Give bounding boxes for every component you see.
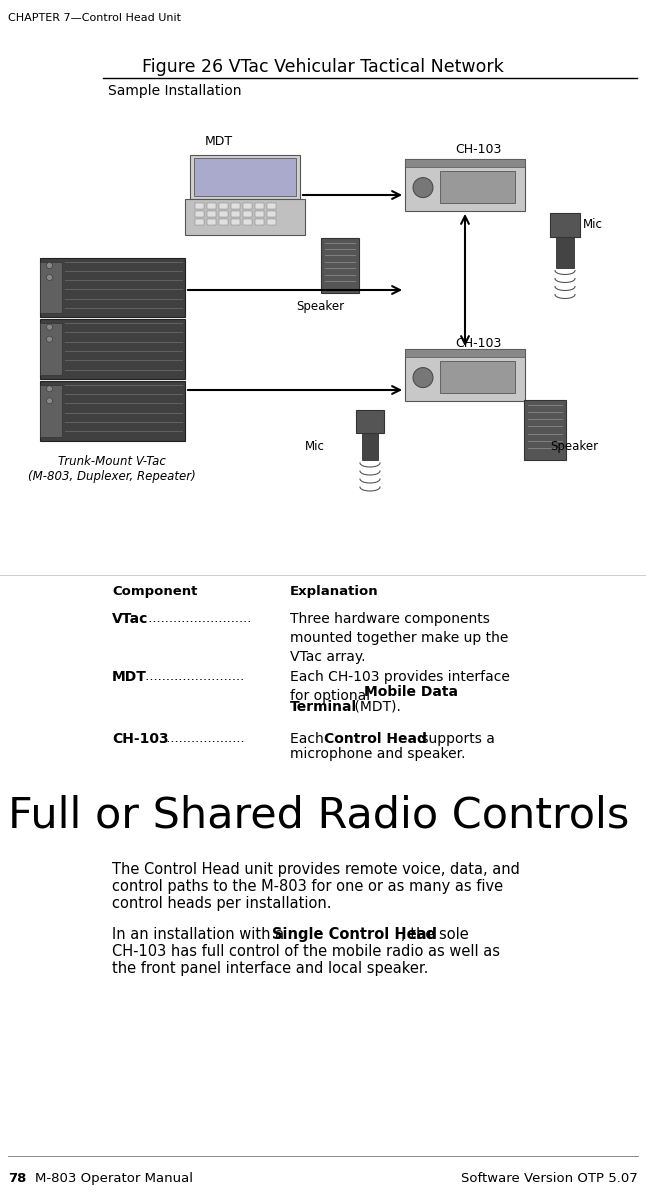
- Polygon shape: [440, 171, 515, 203]
- Polygon shape: [231, 210, 240, 216]
- Text: (M-803, Duplexer, Repeater): (M-803, Duplexer, Repeater): [28, 470, 196, 483]
- Text: the front panel interface and local speaker.: the front panel interface and local spea…: [112, 962, 428, 976]
- Circle shape: [47, 336, 52, 342]
- Text: Mobile Data: Mobile Data: [364, 685, 458, 698]
- Text: Control Head: Control Head: [324, 732, 427, 746]
- Polygon shape: [207, 210, 216, 216]
- Text: 78: 78: [8, 1172, 26, 1185]
- Polygon shape: [219, 210, 228, 216]
- Text: CHAPTER 7—Control Head Unit: CHAPTER 7—Control Head Unit: [8, 13, 181, 23]
- Circle shape: [413, 177, 433, 197]
- Text: Trunk-Mount V-Tac: Trunk-Mount V-Tac: [58, 454, 166, 468]
- Polygon shape: [243, 203, 252, 209]
- Polygon shape: [231, 219, 240, 225]
- Text: Each CH-103 provides interface
for optional: Each CH-103 provides interface for optio…: [290, 670, 510, 703]
- Text: (MDT).: (MDT).: [350, 700, 401, 714]
- Text: In an installation with a: In an installation with a: [112, 927, 289, 942]
- Polygon shape: [231, 203, 240, 209]
- Polygon shape: [195, 203, 204, 209]
- Polygon shape: [207, 219, 216, 225]
- Polygon shape: [39, 385, 61, 437]
- Text: control paths to the M-803 for one or as many as five: control paths to the M-803 for one or as…: [112, 879, 503, 893]
- Polygon shape: [267, 219, 276, 225]
- Text: Full or Shared Radio Controls: Full or Shared Radio Controls: [8, 795, 629, 837]
- Text: Mic: Mic: [305, 440, 325, 453]
- Text: Speaker: Speaker: [296, 300, 344, 313]
- Circle shape: [47, 386, 52, 392]
- Polygon shape: [405, 159, 525, 210]
- Circle shape: [413, 367, 433, 388]
- Polygon shape: [243, 219, 252, 225]
- Text: CH-103: CH-103: [455, 337, 501, 350]
- Text: Three hardware components
mounted together make up the
VTac array.: Three hardware components mounted togeth…: [290, 612, 508, 664]
- Text: Each: Each: [290, 732, 328, 746]
- Polygon shape: [440, 361, 515, 393]
- Polygon shape: [550, 213, 580, 237]
- Circle shape: [47, 275, 52, 281]
- Polygon shape: [255, 219, 264, 225]
- Polygon shape: [321, 238, 359, 293]
- Text: CH-103 has full control of the mobile radio as well as: CH-103 has full control of the mobile ra…: [112, 944, 500, 959]
- Polygon shape: [39, 262, 61, 313]
- Text: Explanation: Explanation: [290, 585, 379, 598]
- Text: MDT: MDT: [205, 135, 233, 148]
- Polygon shape: [255, 210, 264, 216]
- Polygon shape: [556, 237, 574, 268]
- Polygon shape: [255, 203, 264, 209]
- Polygon shape: [195, 219, 204, 225]
- Polygon shape: [356, 410, 384, 433]
- Text: Figure 26 VTac Vehicular Tactical Network: Figure 26 VTac Vehicular Tactical Networ…: [142, 57, 504, 77]
- Circle shape: [47, 262, 52, 268]
- Text: .........................: .........................: [144, 612, 251, 626]
- Polygon shape: [362, 433, 379, 460]
- Text: ...................: ...................: [162, 732, 245, 745]
- Polygon shape: [267, 210, 276, 216]
- Circle shape: [47, 324, 52, 330]
- Text: Speaker: Speaker: [550, 440, 598, 453]
- Text: control heads per installation.: control heads per installation.: [112, 896, 331, 911]
- Text: Software Version OTP 5.07: Software Version OTP 5.07: [461, 1172, 638, 1185]
- Text: CH-103: CH-103: [455, 144, 501, 155]
- Text: ........................: ........................: [141, 670, 244, 683]
- Text: Component: Component: [112, 585, 198, 598]
- Text: microphone and speaker.: microphone and speaker.: [290, 748, 466, 761]
- Polygon shape: [39, 380, 185, 440]
- Polygon shape: [524, 399, 566, 460]
- Text: supports a: supports a: [417, 732, 495, 746]
- Text: Mic: Mic: [583, 218, 603, 231]
- Polygon shape: [243, 210, 252, 216]
- Polygon shape: [267, 203, 276, 209]
- Text: The Control Head unit provides remote voice, data, and: The Control Head unit provides remote vo…: [112, 862, 520, 877]
- Text: Sample Installation: Sample Installation: [108, 84, 242, 98]
- Polygon shape: [405, 349, 525, 356]
- Circle shape: [47, 398, 52, 404]
- Text: CH-103: CH-103: [112, 732, 169, 746]
- Polygon shape: [219, 219, 228, 225]
- Polygon shape: [194, 158, 296, 196]
- Text: , the sole: , the sole: [401, 927, 469, 942]
- Polygon shape: [405, 349, 525, 401]
- Polygon shape: [185, 199, 305, 234]
- Polygon shape: [39, 319, 185, 379]
- Polygon shape: [219, 203, 228, 209]
- Polygon shape: [190, 155, 300, 199]
- Polygon shape: [39, 323, 61, 374]
- Text: Terminal: Terminal: [290, 700, 357, 714]
- Polygon shape: [405, 159, 525, 167]
- Text: M-803 Operator Manual: M-803 Operator Manual: [35, 1172, 193, 1185]
- Polygon shape: [207, 203, 216, 209]
- Text: MDT: MDT: [112, 670, 147, 684]
- Polygon shape: [195, 210, 204, 216]
- Polygon shape: [39, 257, 185, 317]
- Text: Single Control Head: Single Control Head: [272, 927, 437, 942]
- Text: VTac: VTac: [112, 612, 149, 626]
